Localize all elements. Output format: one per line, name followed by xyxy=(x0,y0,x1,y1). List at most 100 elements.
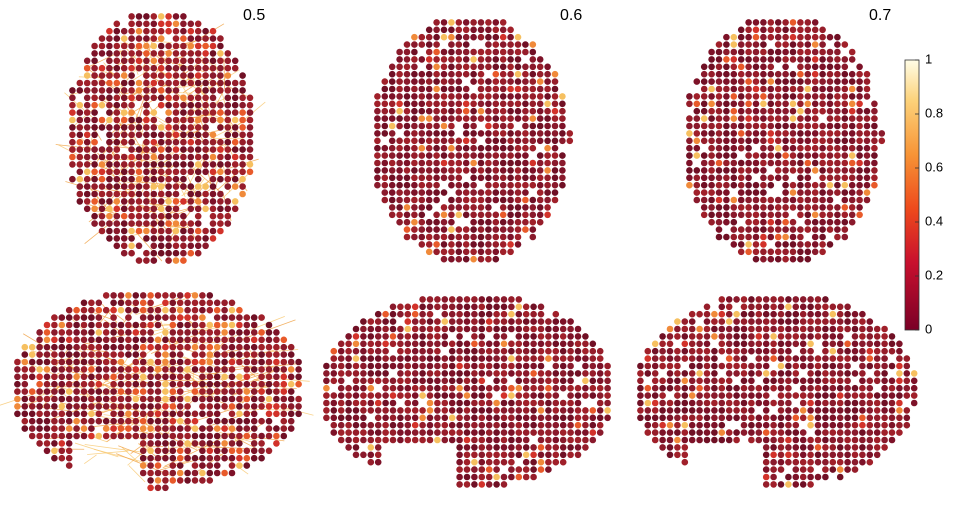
node xyxy=(158,220,165,227)
node xyxy=(805,160,812,167)
node xyxy=(91,139,98,146)
node xyxy=(195,198,202,205)
node xyxy=(485,249,492,256)
node xyxy=(229,366,236,373)
node xyxy=(889,378,896,385)
node xyxy=(173,72,180,79)
node xyxy=(405,429,412,436)
node xyxy=(273,337,280,344)
node xyxy=(121,206,128,213)
node xyxy=(217,198,224,205)
node xyxy=(478,130,485,137)
node xyxy=(140,344,147,351)
node xyxy=(73,366,80,373)
node xyxy=(515,71,522,78)
node xyxy=(396,115,403,122)
node xyxy=(441,219,448,226)
node xyxy=(426,241,433,248)
node xyxy=(864,130,871,137)
node xyxy=(412,422,419,429)
node xyxy=(516,392,523,399)
node xyxy=(508,452,515,459)
node xyxy=(704,363,711,370)
node xyxy=(849,219,856,226)
node xyxy=(229,344,236,351)
node xyxy=(701,64,708,71)
node xyxy=(128,21,135,28)
node xyxy=(500,167,507,174)
node xyxy=(118,418,125,425)
node xyxy=(448,27,455,34)
node xyxy=(785,378,792,385)
node xyxy=(77,80,84,87)
node xyxy=(464,400,471,407)
node xyxy=(158,139,165,146)
node xyxy=(849,204,856,211)
node xyxy=(441,175,448,182)
node xyxy=(266,388,273,395)
node xyxy=(760,64,767,71)
node xyxy=(479,355,486,362)
node xyxy=(463,115,470,122)
node xyxy=(478,64,485,71)
node xyxy=(382,437,389,444)
node xyxy=(251,322,258,329)
node xyxy=(195,146,202,153)
node xyxy=(704,422,711,429)
node xyxy=(485,101,492,108)
node xyxy=(485,123,492,130)
node xyxy=(405,370,412,377)
node xyxy=(155,351,162,358)
node xyxy=(768,130,775,137)
node xyxy=(81,425,88,432)
node xyxy=(106,87,113,94)
node xyxy=(184,337,191,344)
node xyxy=(667,333,674,340)
node xyxy=(760,138,767,145)
node xyxy=(442,370,449,377)
node xyxy=(251,425,258,432)
node xyxy=(537,204,544,211)
node xyxy=(689,341,696,348)
node xyxy=(696,333,703,340)
node xyxy=(493,415,500,422)
node xyxy=(404,86,411,93)
node xyxy=(368,385,375,392)
node xyxy=(151,21,158,28)
node xyxy=(331,370,338,377)
node xyxy=(544,123,551,130)
node xyxy=(448,212,455,219)
node xyxy=(748,296,755,303)
node xyxy=(486,415,493,422)
node xyxy=(51,366,58,373)
node xyxy=(345,422,352,429)
node xyxy=(244,411,251,418)
node xyxy=(225,154,232,161)
node xyxy=(507,249,514,256)
node xyxy=(659,429,666,436)
node xyxy=(530,429,537,436)
node xyxy=(560,326,567,333)
node xyxy=(338,437,345,444)
node xyxy=(96,344,103,351)
node xyxy=(830,348,837,355)
node xyxy=(485,93,492,100)
node xyxy=(118,433,125,440)
node xyxy=(202,58,209,65)
node xyxy=(158,213,165,220)
node xyxy=(553,370,560,377)
node xyxy=(708,138,715,145)
node xyxy=(689,318,696,325)
node xyxy=(530,160,537,167)
node xyxy=(121,139,128,146)
node xyxy=(405,341,412,348)
node xyxy=(731,182,738,189)
node xyxy=(760,249,767,256)
node xyxy=(427,355,434,362)
node xyxy=(805,130,812,137)
node xyxy=(686,182,693,189)
colorbar-tick-label: 0.6 xyxy=(925,159,943,174)
node xyxy=(553,392,560,399)
node xyxy=(162,381,169,388)
node xyxy=(516,422,523,429)
